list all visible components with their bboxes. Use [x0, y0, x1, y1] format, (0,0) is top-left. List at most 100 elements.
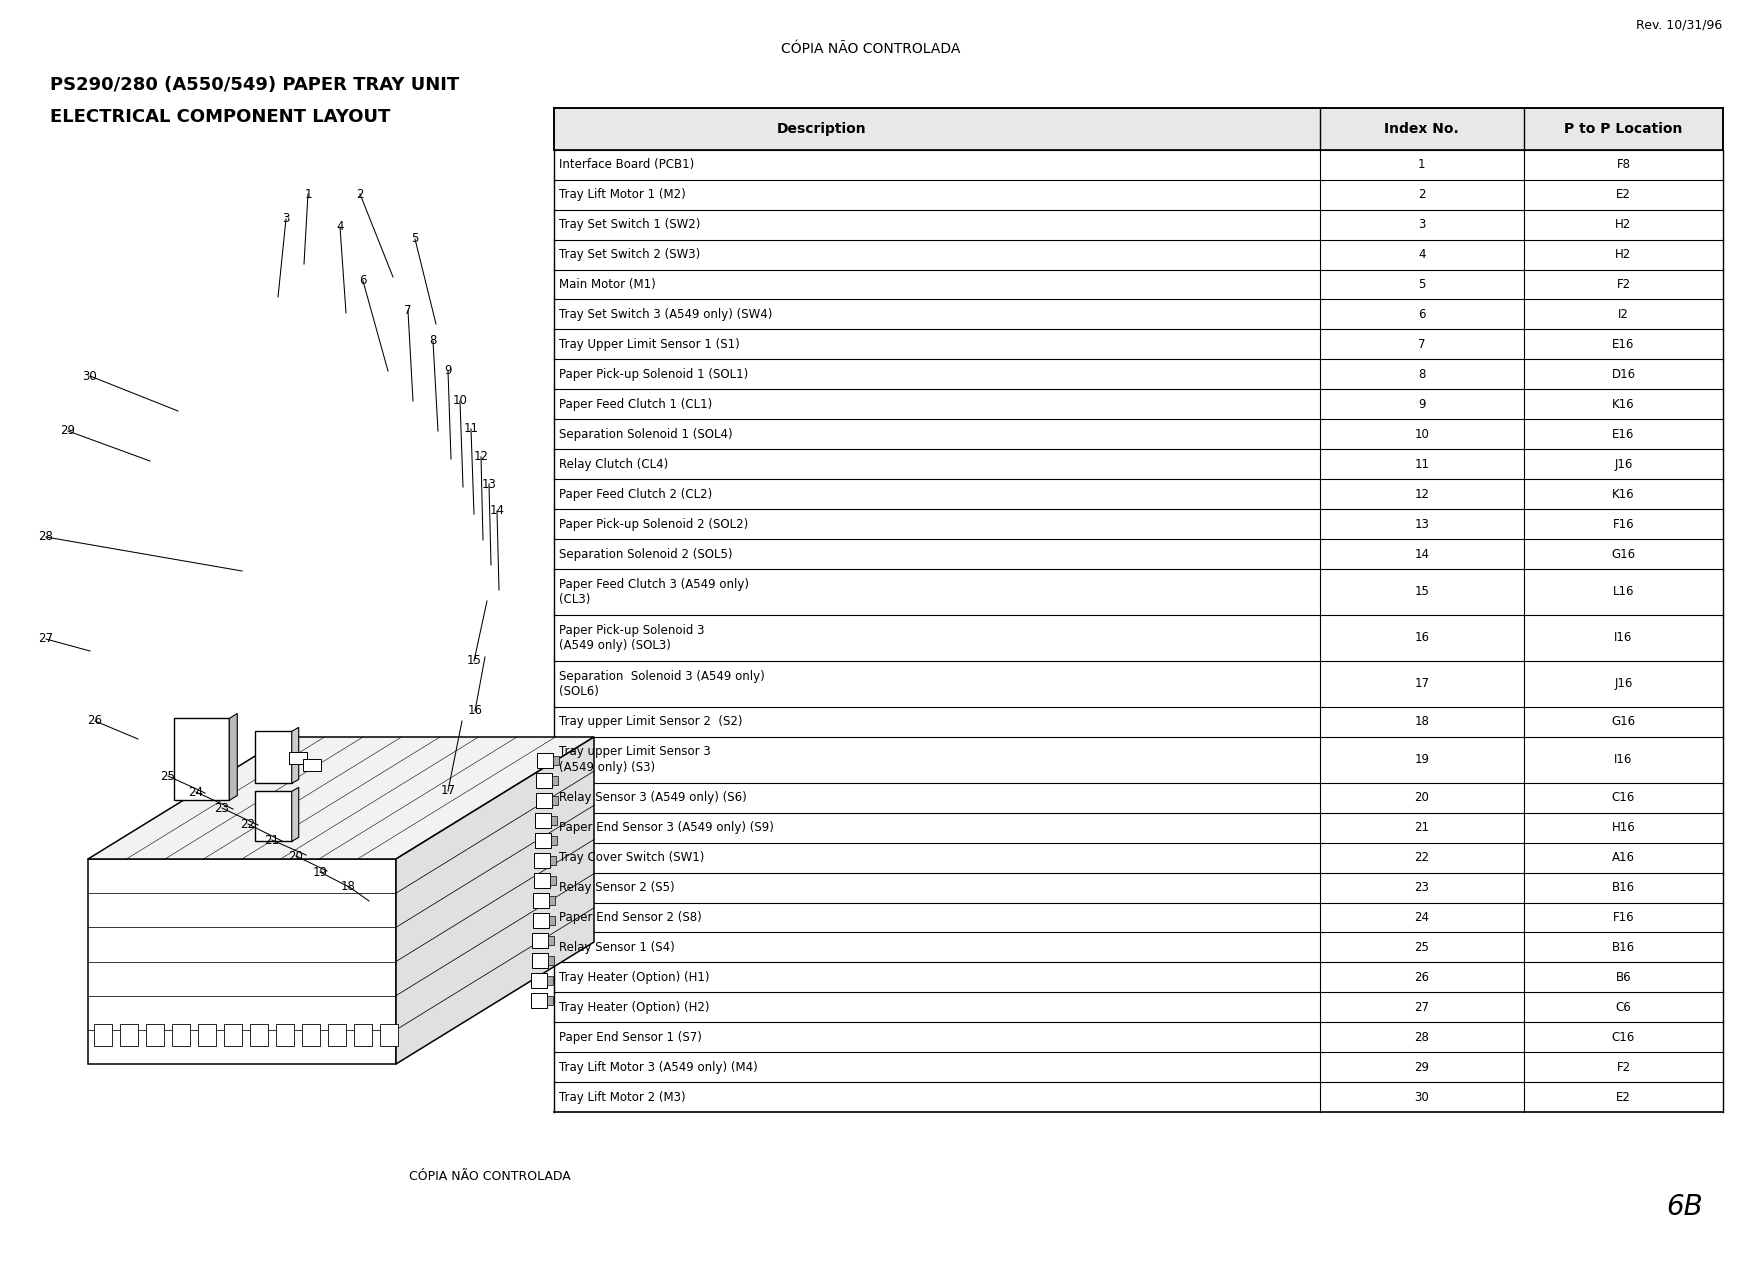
- Text: 24: 24: [188, 786, 204, 798]
- Text: Paper End Sensor 1 (S7): Paper End Sensor 1 (S7): [559, 1030, 702, 1044]
- Text: Relay Sensor 3 (A549 only) (S6): Relay Sensor 3 (A549 only) (S6): [559, 791, 747, 805]
- Bar: [289, 751, 307, 764]
- Text: J16: J16: [1615, 678, 1632, 690]
- Text: 30: 30: [1415, 1090, 1428, 1104]
- Bar: [547, 956, 554, 964]
- Bar: [535, 832, 550, 848]
- Text: 11: 11: [463, 423, 479, 435]
- Text: 12: 12: [474, 450, 488, 463]
- Text: B16: B16: [1611, 881, 1636, 895]
- Polygon shape: [291, 727, 298, 783]
- Text: H16: H16: [1611, 821, 1636, 834]
- Text: 25: 25: [1415, 940, 1428, 954]
- Text: Tray Cover Switch (SW1): Tray Cover Switch (SW1): [559, 851, 704, 864]
- Bar: [327, 1024, 347, 1046]
- Bar: [251, 1024, 268, 1046]
- Bar: [554, 108, 1723, 150]
- Text: 27: 27: [38, 632, 54, 646]
- Polygon shape: [230, 713, 237, 801]
- Bar: [531, 973, 547, 989]
- Text: 2: 2: [1418, 188, 1425, 202]
- Bar: [549, 876, 556, 884]
- Bar: [535, 853, 550, 868]
- Text: Tray Upper Limit Sensor 1 (S1): Tray Upper Limit Sensor 1 (S1): [559, 338, 740, 352]
- Text: Relay Sensor 1 (S4): Relay Sensor 1 (S4): [559, 940, 674, 954]
- Text: D16: D16: [1611, 368, 1636, 381]
- Text: Paper Pick-up Solenoid 1 (SOL1): Paper Pick-up Solenoid 1 (SOL1): [559, 368, 749, 381]
- Text: 5: 5: [1418, 278, 1425, 291]
- Text: F16: F16: [1613, 911, 1634, 924]
- Text: 24: 24: [1415, 911, 1430, 924]
- Text: Paper Feed Clutch 2 (CL2): Paper Feed Clutch 2 (CL2): [559, 487, 712, 501]
- Text: PS290/280 (A550/549) PAPER TRAY UNIT: PS290/280 (A550/549) PAPER TRAY UNIT: [51, 76, 460, 94]
- Text: (A549 only) (SOL3): (A549 only) (SOL3): [559, 640, 671, 652]
- Text: Separation Solenoid 1 (SOL4): Separation Solenoid 1 (SOL4): [559, 428, 733, 440]
- Text: (SOL6): (SOL6): [559, 685, 599, 698]
- Text: C6: C6: [1615, 1001, 1631, 1014]
- Bar: [549, 896, 556, 905]
- Text: 22: 22: [240, 817, 256, 830]
- Text: 7: 7: [404, 305, 411, 317]
- Bar: [549, 937, 554, 945]
- Text: 2: 2: [357, 188, 364, 201]
- Text: 13: 13: [1415, 518, 1428, 530]
- Text: Paper Feed Clutch 1 (CL1): Paper Feed Clutch 1 (CL1): [559, 397, 712, 411]
- Bar: [533, 912, 549, 928]
- Text: 17: 17: [1415, 678, 1430, 690]
- Text: 21: 21: [1415, 821, 1430, 834]
- Text: H2: H2: [1615, 247, 1632, 261]
- Text: 30: 30: [82, 369, 98, 382]
- Text: A16: A16: [1611, 851, 1636, 864]
- Text: E16: E16: [1613, 338, 1634, 352]
- Text: C16: C16: [1611, 791, 1636, 805]
- Text: 26: 26: [1415, 971, 1430, 983]
- Polygon shape: [89, 859, 395, 1063]
- Bar: [550, 816, 557, 825]
- Text: 10: 10: [1415, 428, 1428, 440]
- Text: ELECTRICAL COMPONENT LAYOUT: ELECTRICAL COMPONENT LAYOUT: [51, 108, 390, 126]
- Text: CÓPIA NÃO CONTROLADA: CÓPIA NÃO CONTROLADA: [782, 42, 960, 56]
- Text: Tray upper Limit Sensor 2  (S2): Tray upper Limit Sensor 2 (S2): [559, 716, 742, 728]
- Bar: [537, 773, 552, 788]
- Text: 4: 4: [1418, 247, 1425, 261]
- Bar: [380, 1024, 397, 1046]
- Bar: [94, 1024, 111, 1046]
- Bar: [547, 976, 552, 985]
- Text: 26: 26: [87, 714, 103, 727]
- Text: J16: J16: [1615, 458, 1632, 471]
- Bar: [535, 793, 552, 808]
- Bar: [146, 1024, 164, 1046]
- Text: 18: 18: [1415, 716, 1428, 728]
- Text: 29: 29: [61, 425, 75, 438]
- Bar: [301, 1024, 321, 1046]
- Text: I16: I16: [1615, 632, 1632, 645]
- Text: 27: 27: [1415, 1001, 1430, 1014]
- Text: 11: 11: [1415, 458, 1430, 471]
- Text: 29: 29: [1415, 1061, 1430, 1074]
- Text: 28: 28: [1415, 1030, 1428, 1044]
- Text: Tray Heater (Option) (H1): Tray Heater (Option) (H1): [559, 971, 709, 983]
- Text: Tray Heater (Option) (H2): Tray Heater (Option) (H2): [559, 1001, 709, 1014]
- Text: Tray Set Switch 2 (SW3): Tray Set Switch 2 (SW3): [559, 247, 700, 261]
- Text: 3: 3: [1418, 218, 1425, 231]
- Text: 15: 15: [467, 655, 481, 667]
- Text: Tray Lift Motor 1 (M2): Tray Lift Motor 1 (M2): [559, 188, 686, 202]
- Text: 18: 18: [341, 879, 355, 892]
- Text: Tray upper Limit Sensor 3: Tray upper Limit Sensor 3: [559, 745, 711, 759]
- Bar: [537, 753, 552, 768]
- Polygon shape: [395, 737, 594, 1063]
- Text: G16: G16: [1611, 547, 1636, 561]
- Text: Tray Set Switch 3 (A549 only) (SW4): Tray Set Switch 3 (A549 only) (SW4): [559, 308, 772, 321]
- Bar: [533, 873, 549, 888]
- Text: L16: L16: [1613, 585, 1634, 599]
- Text: 14: 14: [1415, 547, 1430, 561]
- Text: Separation  Solenoid 3 (A549 only): Separation Solenoid 3 (A549 only): [559, 670, 765, 683]
- Text: 16: 16: [467, 704, 483, 717]
- Text: P to P Location: P to P Location: [1564, 122, 1683, 136]
- Text: Separation Solenoid 2 (SOL5): Separation Solenoid 2 (SOL5): [559, 547, 732, 561]
- Bar: [174, 718, 230, 801]
- Text: I2: I2: [1618, 308, 1629, 321]
- Text: 17: 17: [441, 784, 455, 797]
- Text: G16: G16: [1611, 716, 1636, 728]
- Bar: [120, 1024, 138, 1046]
